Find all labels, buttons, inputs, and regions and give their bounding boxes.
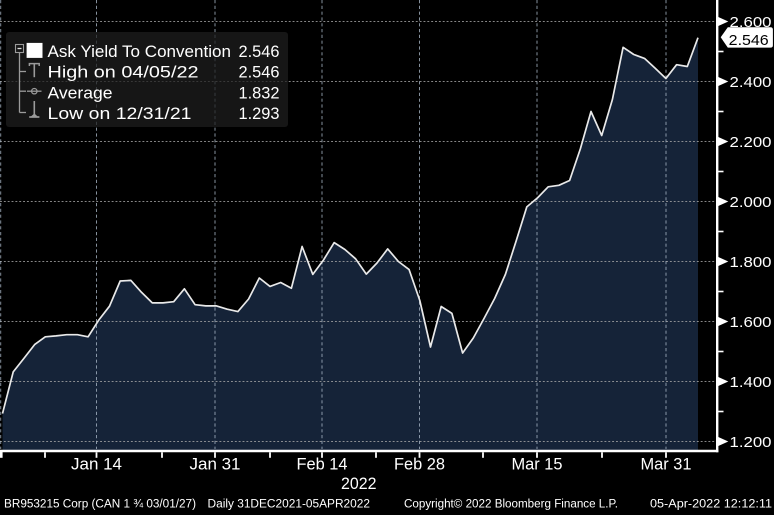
svg-text:2.546: 2.546 xyxy=(729,32,769,49)
svg-text:Ask Yield To Convention: Ask Yield To Convention xyxy=(48,43,232,61)
svg-text:05-Apr-2022 12:12:11: 05-Apr-2022 12:12:11 xyxy=(650,497,772,511)
svg-text:1.832: 1.832 xyxy=(239,84,280,102)
svg-text:Low on 12/31/21: Low on 12/31/21 xyxy=(48,105,192,123)
svg-text:1.600: 1.600 xyxy=(730,314,772,331)
svg-text:2.400: 2.400 xyxy=(730,74,772,91)
svg-text:2.000: 2.000 xyxy=(730,194,772,211)
svg-text:2.546: 2.546 xyxy=(239,43,280,61)
svg-text:BR953215 Corp (CAN 1 ¾ 03/01/2: BR953215 Corp (CAN 1 ¾ 03/01/27) xyxy=(4,497,196,511)
svg-text:2.200: 2.200 xyxy=(730,134,772,151)
svg-text:2.600: 2.600 xyxy=(730,14,772,31)
svg-text:1.400: 1.400 xyxy=(730,374,772,391)
svg-text:High on 04/05/22: High on 04/05/22 xyxy=(48,64,199,82)
svg-text:2022: 2022 xyxy=(341,474,377,493)
svg-text:Jan 31: Jan 31 xyxy=(190,456,241,474)
svg-text:Feb 28: Feb 28 xyxy=(394,456,445,474)
svg-text:Jan 14: Jan 14 xyxy=(71,456,122,474)
svg-text:1.293: 1.293 xyxy=(239,105,280,123)
svg-text:Copyright© 2022 Bloomberg Fina: Copyright© 2022 Bloomberg Finance L.P. xyxy=(404,497,618,511)
svg-text:2.546: 2.546 xyxy=(239,64,280,82)
svg-text:Average: Average xyxy=(48,84,113,102)
svg-text:Feb 14: Feb 14 xyxy=(297,456,348,474)
svg-text:Mar 15: Mar 15 xyxy=(512,456,563,474)
svg-text:1.200: 1.200 xyxy=(730,434,772,451)
svg-text:1.800: 1.800 xyxy=(730,254,772,271)
svg-text:Mar 31: Mar 31 xyxy=(641,456,692,474)
svg-text:Daily 31DEC2021-05APR2022: Daily 31DEC2021-05APR2022 xyxy=(208,497,371,511)
